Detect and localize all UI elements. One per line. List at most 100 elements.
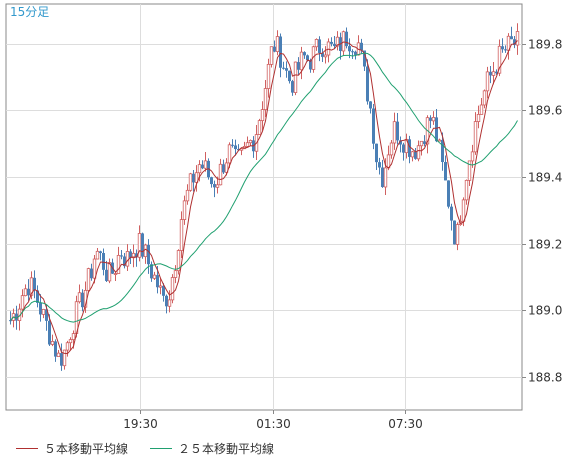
candle-body xyxy=(218,163,223,186)
candle-body xyxy=(92,258,97,279)
candle-body xyxy=(41,308,46,315)
candle-body xyxy=(135,253,138,258)
candle-body xyxy=(156,275,159,288)
candle-body xyxy=(227,144,232,164)
x-tick-label: 01:30 xyxy=(256,417,291,431)
candle-body xyxy=(266,63,271,89)
candle-body xyxy=(473,121,478,153)
candle-body xyxy=(15,313,18,321)
candle-body xyxy=(441,139,444,163)
candle-body xyxy=(491,71,496,76)
candle-body xyxy=(234,145,237,150)
candle-body xyxy=(129,251,132,258)
candle-body xyxy=(495,71,498,74)
candle-body xyxy=(297,62,300,70)
candle-body xyxy=(476,114,481,122)
candle-body xyxy=(450,206,453,221)
candle-body xyxy=(330,41,333,44)
ma5-line xyxy=(10,40,518,355)
candle-body xyxy=(470,151,475,162)
candle-body xyxy=(20,295,25,310)
candle-body xyxy=(45,309,48,321)
candle-body xyxy=(185,189,190,202)
candle-body xyxy=(461,199,466,222)
candle-body xyxy=(354,51,357,55)
candle-body xyxy=(431,117,436,122)
candle-body xyxy=(203,160,208,169)
candle-body xyxy=(303,52,306,56)
candle-body xyxy=(62,349,67,367)
candle-body xyxy=(143,244,148,258)
candle-body xyxy=(29,277,34,296)
chart-legend: ５本移動平均線 ２５本移動平均線 xyxy=(0,435,574,462)
candle-body xyxy=(363,50,366,67)
candle-body xyxy=(210,177,213,185)
candle-body xyxy=(275,36,280,53)
candle-body xyxy=(335,36,340,47)
candle-body xyxy=(56,352,61,358)
y-tick-label: 188.8 xyxy=(528,371,562,385)
candle-body xyxy=(27,288,30,296)
candle-body xyxy=(489,71,492,76)
candle-body xyxy=(282,67,285,69)
candle-body xyxy=(263,88,268,111)
legend-item-ma25: ２５本移動平均線 xyxy=(150,440,274,457)
timeframe-label: 15分足 xyxy=(10,5,49,19)
candle-body xyxy=(173,270,178,278)
candle-body xyxy=(414,151,417,159)
candle-body xyxy=(321,52,324,57)
candle-body xyxy=(378,162,381,168)
candle-body xyxy=(113,273,118,275)
candle-body xyxy=(455,224,460,245)
legend-ma5-label: ５本移動平均線 xyxy=(44,442,129,456)
candle-body xyxy=(150,264,153,279)
candle-body xyxy=(293,61,298,93)
candle-body xyxy=(176,250,181,272)
candle-body xyxy=(351,51,354,53)
candle-body xyxy=(419,140,424,147)
candle-body xyxy=(71,333,76,340)
candle-body xyxy=(396,121,399,141)
candle-body xyxy=(389,142,394,156)
candle-body xyxy=(131,252,136,259)
candle-body xyxy=(81,292,84,308)
y-tick-label: 189.0 xyxy=(528,304,562,318)
candle-body xyxy=(464,179,469,201)
candle-body xyxy=(410,151,415,158)
candlestick-chart: 188.8 189.0 189.2 189.4 189.6 189.8 19:30 01:30… xyxy=(5,3,562,431)
legend-ma5-swatch xyxy=(16,448,38,449)
candle-body xyxy=(416,145,421,160)
candle-body xyxy=(453,220,456,245)
legend-item-ma5: ５本移動平均線 xyxy=(16,440,128,457)
candle-body xyxy=(279,36,282,68)
candle-body xyxy=(383,167,388,188)
candle-body xyxy=(39,302,42,315)
candle-body xyxy=(54,341,57,357)
candle-body xyxy=(402,144,405,153)
candle-body xyxy=(162,285,165,296)
candle-body xyxy=(285,68,288,71)
candle-body xyxy=(188,173,193,191)
candle-body xyxy=(201,164,204,169)
candle-body xyxy=(167,299,172,307)
candle-body xyxy=(99,251,102,254)
candle-body xyxy=(318,39,321,53)
candle-body xyxy=(192,173,195,183)
candle-body xyxy=(237,149,240,151)
candle-body xyxy=(513,39,516,46)
candle-body xyxy=(437,139,442,142)
y-tick-label: 189.2 xyxy=(528,238,562,252)
candle-body xyxy=(408,139,411,157)
candle-body xyxy=(260,109,265,121)
candle-body xyxy=(231,144,234,146)
candle-body xyxy=(68,339,73,344)
candle-body xyxy=(369,101,372,109)
candle-body xyxy=(423,141,426,144)
candle-body xyxy=(345,31,348,47)
candle-body xyxy=(510,36,513,40)
candle-body xyxy=(23,288,28,297)
candle-body xyxy=(375,143,378,163)
candle-body xyxy=(137,233,142,258)
legend-ma25-swatch xyxy=(150,448,173,449)
candle-body xyxy=(116,254,121,274)
